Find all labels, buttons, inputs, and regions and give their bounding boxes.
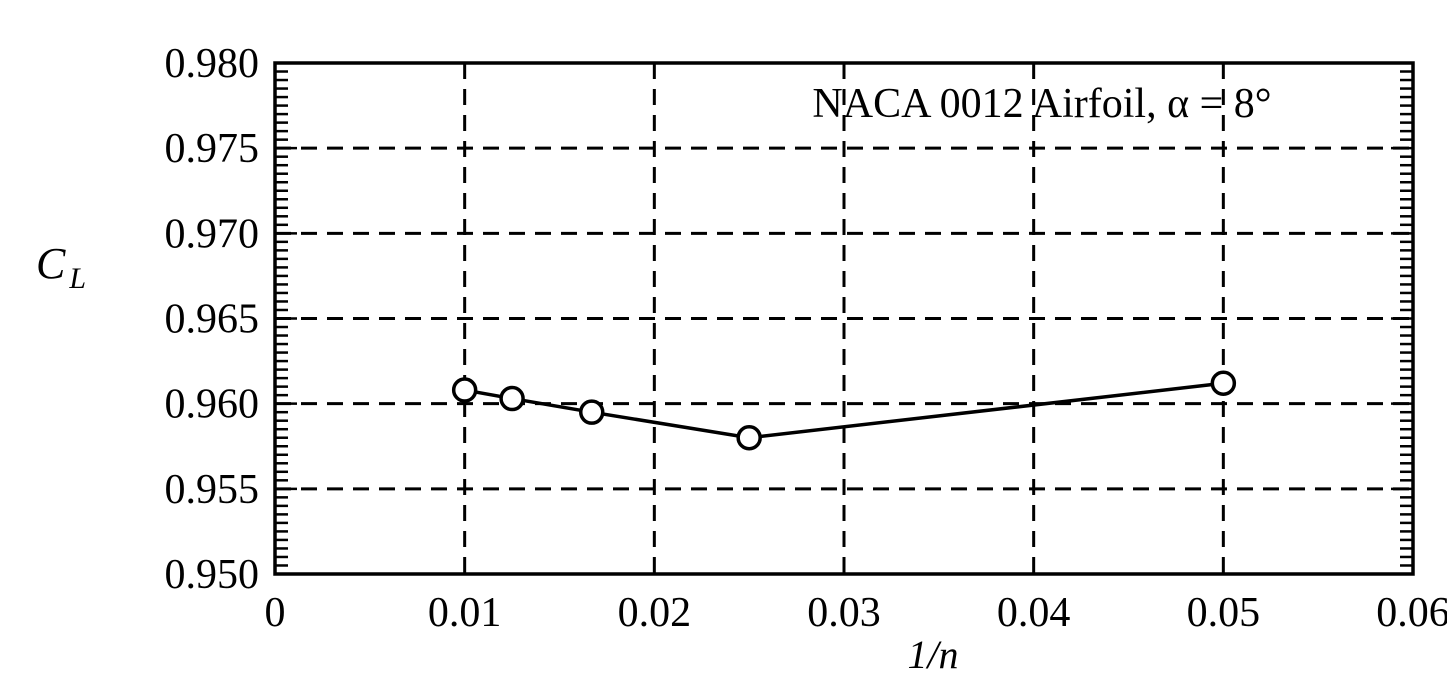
data-point [578,399,605,425]
x-tick-label: 0.06 [1376,590,1447,636]
data-point [1210,370,1237,396]
x-tick-label: 0.01 [428,590,502,636]
x-axis-label: 1/n [907,632,958,677]
y-tick-label: 0.970 [165,211,260,257]
y-tick-label: 0.965 [165,297,260,343]
y-tick-label: 0.955 [165,467,260,513]
y-tick-label: 0.950 [165,552,260,598]
series [451,370,1237,451]
plot-frame [273,61,1415,576]
x-tick-label: 0.03 [807,590,881,636]
y-tick-label: 0.975 [165,126,260,172]
data-point [736,424,762,451]
grid-lines [275,63,1413,574]
chart-annotation: NACA 0012 Airfoil, α = 8° [812,81,1271,127]
y-tick-label: 0.960 [165,382,260,428]
y-axis-label-subscript: L [68,262,86,295]
y-axis-label-main: C [36,239,66,288]
x-tick-label: 0.02 [618,590,692,636]
data-point [499,385,525,412]
y-tick-label: 0.980 [165,41,260,87]
x-tick-label: 0.04 [997,590,1071,636]
x-tick-labels: 0 0.01 0.02 0.03 0.04 0.05 0.06 [265,590,1447,636]
data-point [451,377,478,403]
x-tick-label: 0.05 [1187,590,1261,636]
minor-ticks [275,61,1413,576]
x-tick-label: 0 [265,590,286,636]
y-tick-labels: 0.950 0.955 0.960 0.965 0.970 0.975 0.980 [165,41,260,598]
